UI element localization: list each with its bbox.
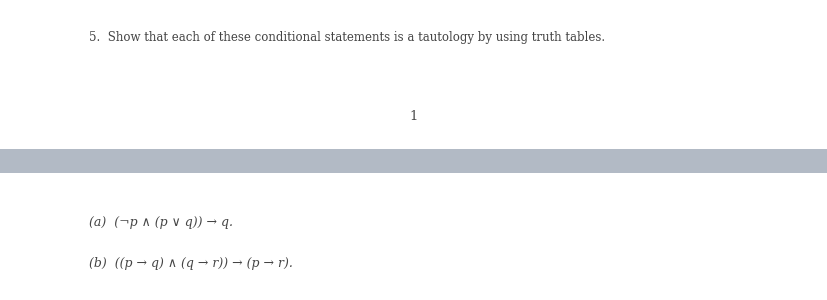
Text: (a)  (¬p ∧ (p ∨ q)) → q.: (a) (¬p ∧ (p ∨ q)) → q. bbox=[89, 216, 233, 229]
Text: (b)  ((p → q) ∧ (q → r)) → (p → r).: (b) ((p → q) ∧ (q → r)) → (p → r). bbox=[89, 256, 293, 269]
Text: 5.  Show that each of these conditional statements is a tautology by using truth: 5. Show that each of these conditional s… bbox=[89, 32, 605, 44]
Text: 1: 1 bbox=[409, 110, 418, 122]
Bar bbox=[0, 148, 827, 172]
